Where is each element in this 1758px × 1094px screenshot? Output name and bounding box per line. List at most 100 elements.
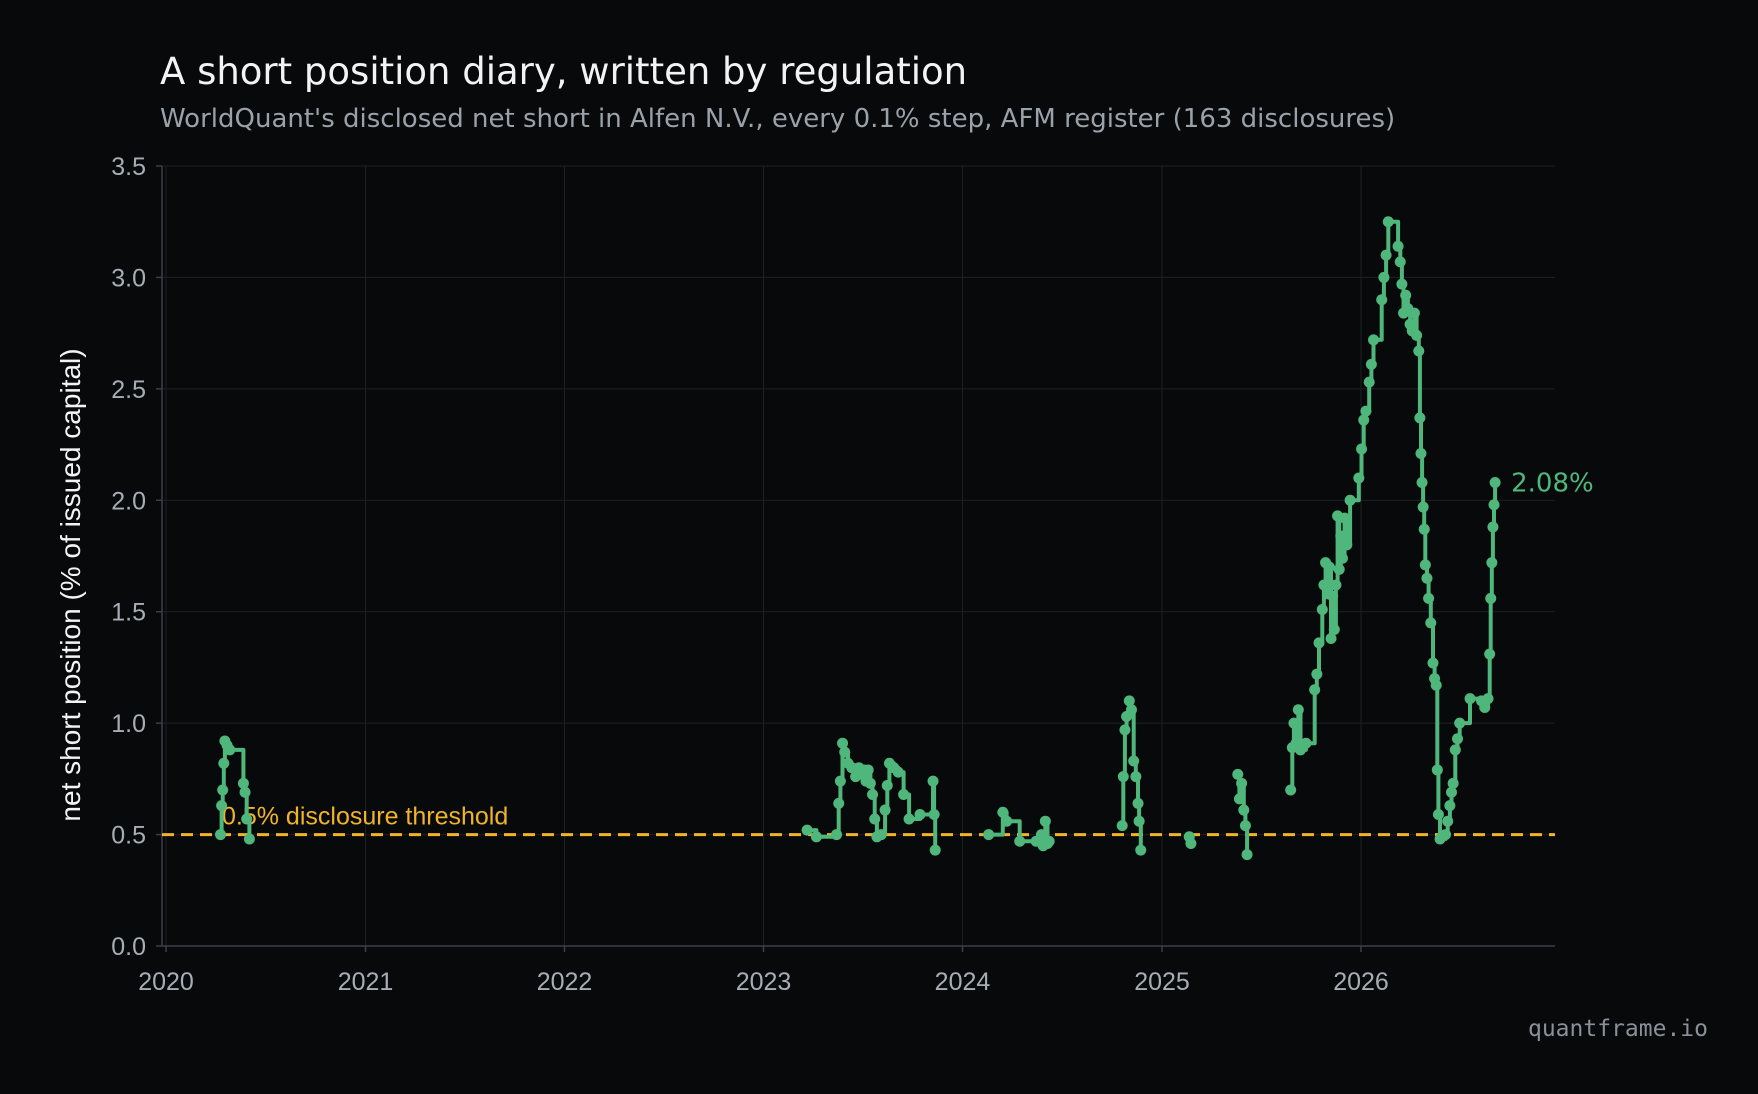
data-point [1117, 771, 1129, 783]
data-point [1330, 579, 1342, 591]
data-point [1414, 412, 1426, 424]
y-axis-label: net short position (% of issued capital) [55, 348, 86, 821]
data-point [1325, 632, 1337, 644]
data-point [1376, 294, 1388, 306]
data-point [1413, 345, 1425, 357]
y-tick-label: 1.5 [111, 599, 146, 627]
data-point [1360, 405, 1372, 417]
data-point [217, 784, 229, 796]
data-point [1341, 539, 1353, 551]
data-point [1482, 693, 1494, 705]
data-point [1318, 579, 1330, 591]
data-point [1380, 249, 1392, 261]
data-point [1484, 648, 1496, 660]
data-point [928, 809, 940, 821]
data-point [1486, 557, 1498, 569]
data-point [1479, 702, 1491, 714]
data-point [1442, 815, 1454, 827]
y-tick-label: 2.5 [111, 376, 146, 404]
data-point [898, 788, 910, 800]
data-point [1365, 358, 1377, 370]
data-point [1431, 764, 1443, 776]
series-path [219, 219, 1498, 855]
x-tick-label: 2024 [935, 968, 991, 996]
data-point [1421, 572, 1433, 584]
data-point [867, 788, 879, 800]
data-point [1400, 289, 1412, 301]
data-point [243, 833, 255, 845]
data-point [1233, 793, 1245, 805]
data-point [1135, 844, 1147, 856]
y-tick-label: 0.5 [111, 822, 146, 850]
data-point [833, 797, 845, 809]
data-point [1454, 717, 1466, 729]
watermark: quantframe.io [1527, 1016, 1708, 1042]
data-point [1232, 768, 1244, 780]
data-point [810, 831, 822, 843]
x-tick-label: 2022 [537, 968, 593, 996]
data-point [1485, 592, 1497, 604]
data-point [1116, 820, 1128, 832]
end-value-label: 2.08% [1511, 468, 1594, 498]
data-point [1382, 216, 1394, 228]
data-point [1419, 559, 1431, 571]
data-point [1285, 784, 1297, 796]
data-point [1316, 603, 1328, 615]
data-point [1449, 744, 1461, 756]
data-point [1311, 668, 1323, 680]
data-point [801, 824, 813, 836]
data-point [215, 829, 227, 841]
data-point [1427, 657, 1439, 669]
data-point [218, 757, 230, 769]
data-point [839, 746, 851, 758]
data-point [1430, 679, 1442, 691]
data-point [869, 813, 881, 825]
data-point [239, 786, 251, 798]
data-point [862, 764, 874, 776]
data-point [1418, 523, 1430, 535]
data-point [216, 800, 228, 812]
data-point [1288, 717, 1300, 729]
data-point [875, 829, 887, 841]
chart-title: A short position diary, written by regul… [160, 50, 968, 93]
data-point [1489, 476, 1501, 488]
data-point [1327, 590, 1339, 602]
data-point [1339, 512, 1351, 524]
data-point [1356, 443, 1368, 455]
data-point [1336, 552, 1348, 564]
data-point [1368, 334, 1380, 346]
data-point [1378, 271, 1390, 283]
y-tick-label: 1.0 [111, 710, 146, 738]
data-point [1036, 829, 1048, 841]
data-point [1411, 329, 1423, 341]
data-point [1451, 733, 1463, 745]
data-point [834, 775, 846, 787]
data-point [881, 780, 893, 792]
data-point [1333, 563, 1345, 575]
data-point [1464, 693, 1476, 705]
data-point [1125, 704, 1137, 716]
data-point [1363, 376, 1375, 388]
data-point [903, 813, 915, 825]
data-point [1130, 771, 1142, 783]
data-point [1328, 624, 1340, 636]
data-point [1132, 797, 1144, 809]
data-point [1353, 472, 1365, 484]
tick-labels: 0.0 0.5 1.0 1.5 2.0 2.5 3.0 3.5 2020 2021 2022 2023… [111, 153, 1389, 996]
data-point [1417, 501, 1429, 513]
data-point [1043, 835, 1055, 847]
data-point [914, 809, 926, 821]
data-point [1313, 637, 1325, 649]
x-tick-label: 2021 [338, 968, 394, 996]
data-point [1358, 414, 1370, 426]
y-tick-label: 0.0 [111, 933, 146, 961]
data-point [1415, 447, 1427, 459]
data-point [224, 744, 236, 756]
data-point [241, 813, 253, 825]
data-point [1444, 800, 1456, 812]
data-point [831, 829, 843, 841]
data-point [1238, 804, 1250, 816]
data-point [1185, 837, 1197, 849]
data-point [1394, 256, 1406, 268]
data-point [1292, 704, 1304, 716]
